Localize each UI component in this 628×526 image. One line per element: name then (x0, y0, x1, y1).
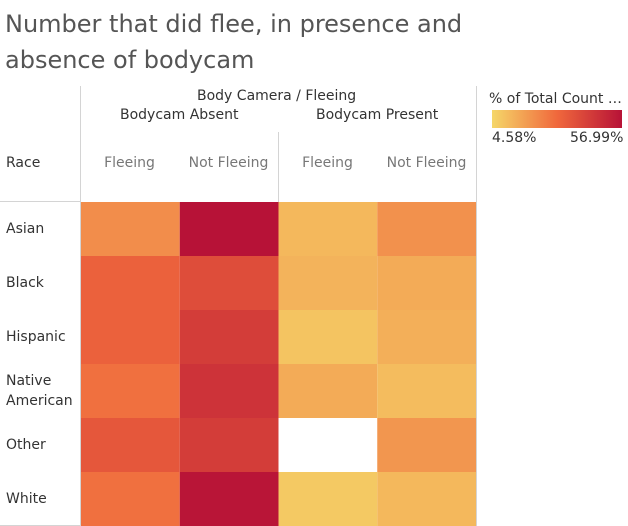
row-label: Hispanic (6, 329, 66, 345)
column-group-present: Bodycam Present (316, 107, 439, 123)
heatmap-cell[interactable] (81, 472, 180, 526)
divider (0, 201, 80, 202)
heatmap-cell[interactable] (377, 256, 476, 310)
divider (80, 86, 81, 526)
column-group-absent: Bodycam Absent (120, 107, 239, 123)
chart-title: Number that did flee, in presence and ab… (5, 10, 463, 74)
heatmap-cell[interactable] (179, 310, 279, 364)
row-label: Asian (6, 221, 45, 237)
divider (278, 132, 279, 202)
heatmap-cell[interactable] (377, 364, 476, 418)
heatmap-cell[interactable] (278, 256, 378, 310)
column-label: Not Fleeing (386, 155, 467, 171)
heatmap-cell[interactable] (179, 202, 279, 256)
heatmap-cell[interactable] (278, 202, 378, 256)
heatmap-cell[interactable] (179, 472, 279, 526)
heatmap-cell[interactable] (81, 364, 180, 418)
heatmap-cell[interactable] (179, 256, 279, 310)
row-label: Native American (6, 373, 73, 409)
heatmap-cell[interactable] (179, 364, 279, 418)
column-header: Body Camera / Fleeing (197, 88, 357, 104)
divider (476, 86, 477, 526)
heatmap-cell[interactable] (377, 472, 476, 526)
column-label: Fleeing (302, 155, 353, 171)
heatmap-cell[interactable] (278, 364, 378, 418)
column-label: Fleeing (104, 155, 155, 171)
heatmap-cell[interactable] (81, 256, 180, 310)
heatmap-cell[interactable] (377, 202, 476, 256)
heatmap-cell[interactable] (377, 310, 476, 364)
legend-max-label: 56.99% (570, 130, 624, 146)
row-header: Race (6, 155, 41, 171)
column-label: Not Fleeing (188, 155, 269, 171)
heatmap-cell[interactable] (81, 202, 180, 256)
heatmap-cell[interactable] (278, 472, 378, 526)
legend-title: % of Total Count o.. (489, 91, 625, 107)
row-label: Black (6, 275, 44, 291)
heatmap-cell[interactable] (81, 310, 180, 364)
row-label: White (6, 491, 47, 507)
legend-color-ramp (492, 110, 622, 128)
heatmap-cell[interactable] (377, 418, 476, 472)
heatmap-cell[interactable] (278, 310, 378, 364)
heatmap-cell[interactable] (81, 418, 180, 472)
row-label: Other (6, 437, 46, 453)
legend-min-label: 4.58% (492, 130, 537, 146)
heatmap-cell[interactable] (179, 418, 279, 472)
